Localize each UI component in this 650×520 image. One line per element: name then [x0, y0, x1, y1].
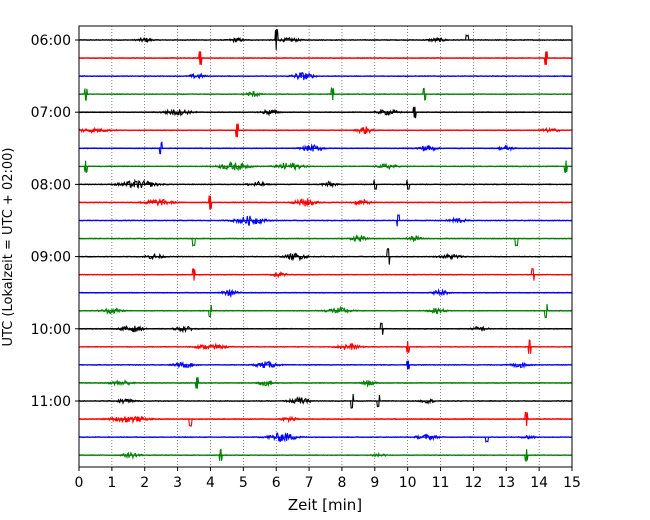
x-tick-label: 15 [563, 475, 581, 491]
x-tick-label: 3 [173, 475, 182, 491]
y-tick-label: 11:00 [31, 394, 71, 410]
x-tick-label: 8 [337, 475, 346, 491]
x-tick-label: 7 [305, 475, 314, 491]
y-tick-label: 06:00 [31, 33, 71, 49]
x-tick-label: 10 [399, 475, 417, 491]
x-axis: 0 1 2 3 4 5 6 7 8 9 10 11 12 13 14 15 [75, 467, 581, 491]
x-tick-label: 2 [140, 475, 149, 491]
y-axis-label: UTC (Lokalzeit = UTC + 02:00) [1, 148, 16, 347]
x-tick-label: 13 [497, 475, 515, 491]
x-tick-label: 4 [206, 475, 215, 491]
y-tick-label: 07:00 [31, 105, 71, 121]
x-tick-label: 11 [432, 475, 450, 491]
trace-group [78, 28, 573, 463]
y-tick-label: 09:00 [31, 250, 71, 266]
plot-frame [78, 25, 573, 468]
x-tick-label: 5 [239, 475, 248, 491]
x-tick-label: 1 [107, 475, 116, 491]
x-tick-label: 14 [530, 475, 548, 491]
x-axis-label: Zeit [min] [288, 496, 362, 514]
y-axis: 06:00 07:00 08:00 09:00 10:00 11:00 [31, 33, 79, 410]
y-tick-label: 10:00 [31, 322, 71, 338]
y-tick-label: 08:00 [31, 177, 71, 193]
x-tick-label: 12 [464, 475, 482, 491]
x-tick-label: 6 [272, 475, 281, 491]
x-tick-label: 9 [370, 475, 379, 491]
x-tick-label: 0 [75, 475, 84, 491]
